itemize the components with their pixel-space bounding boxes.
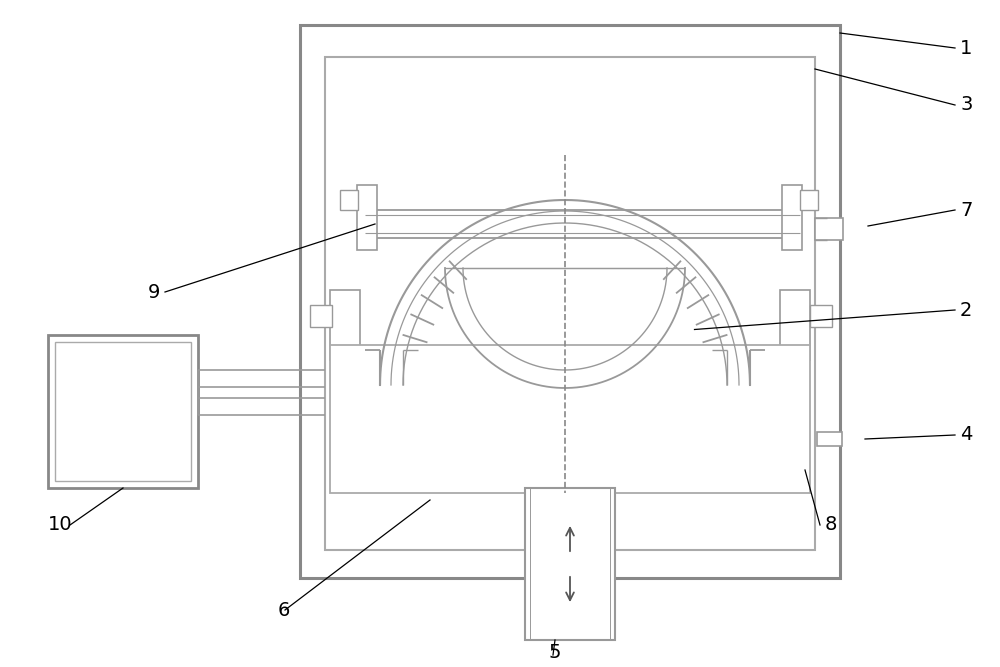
Bar	[357, 185, 377, 250]
Bar	[525, 488, 615, 640]
Text: 6: 6	[278, 600, 290, 620]
Bar	[55, 342, 191, 481]
Bar	[365, 210, 800, 238]
Text: 8: 8	[825, 516, 837, 534]
Text: 7: 7	[960, 201, 972, 219]
Bar	[48, 335, 198, 488]
Text: 1: 1	[960, 39, 972, 57]
Bar	[340, 190, 358, 210]
Text: 5: 5	[548, 644, 560, 662]
Bar	[810, 305, 832, 327]
Text: 9: 9	[148, 283, 160, 301]
Text: 3: 3	[960, 95, 972, 115]
Bar	[817, 432, 842, 446]
Text: 10: 10	[48, 516, 73, 534]
Bar	[330, 345, 810, 493]
Bar	[310, 305, 332, 327]
Bar	[780, 290, 810, 360]
Bar	[800, 190, 818, 210]
Bar	[300, 25, 840, 578]
Bar	[330, 290, 360, 360]
Bar	[782, 185, 802, 250]
Text: 4: 4	[960, 426, 972, 444]
Bar	[325, 57, 815, 550]
Text: 2: 2	[960, 301, 972, 319]
Bar	[815, 218, 843, 240]
